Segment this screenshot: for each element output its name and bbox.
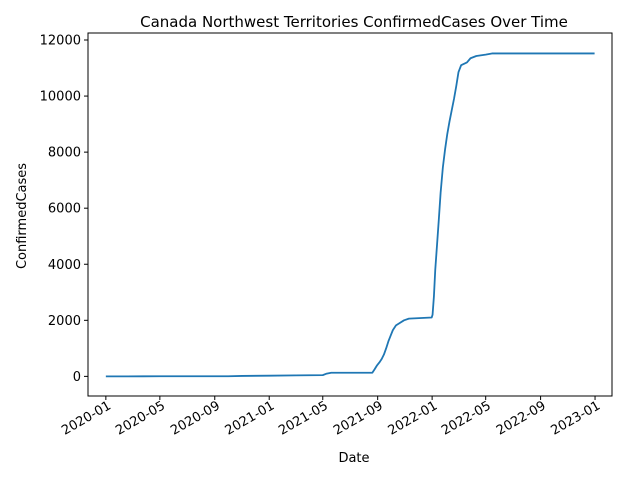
x-tick-label: 2020-05 (113, 398, 168, 438)
y-tick-label: 4000 (48, 258, 81, 273)
y-tick-label: 6000 (48, 202, 81, 217)
x-tick-label: 2020-09 (168, 398, 223, 438)
chart-title: Canada Northwest Territories ConfirmedCa… (140, 13, 568, 31)
y-tick-label: 0 (73, 370, 81, 385)
x-tick-label: 2021-09 (331, 398, 386, 438)
x-tick-label: 2021-01 (223, 398, 278, 438)
x-axis-label: Date (338, 451, 369, 466)
axes-frame (87, 32, 613, 397)
plot-area (87, 32, 613, 397)
x-tick-label: 2020-01 (59, 398, 114, 438)
x-axis: 2020-01 2020-05 2020-09 2021-01 2021-05 2021-… (59, 396, 603, 439)
y-tick-label: 10000 (40, 90, 81, 105)
x-tick-label: 2022-01 (386, 398, 441, 438)
series-line (105, 52, 595, 378)
y-axis: 0 2000 4000 6000 8000 10000 12000 (40, 34, 88, 385)
x-tick-label: 2021-05 (276, 398, 331, 438)
x-tick-label: 2023-01 (548, 398, 603, 438)
y-tick-label: 8000 (48, 146, 81, 161)
y-tick-label: 2000 (48, 314, 81, 329)
y-tick-label: 12000 (40, 34, 81, 49)
x-tick-label: 2022-05 (439, 398, 494, 438)
y-axis-label: ConfirmedCases (15, 163, 30, 269)
x-tick-label: 2022-09 (494, 398, 549, 438)
